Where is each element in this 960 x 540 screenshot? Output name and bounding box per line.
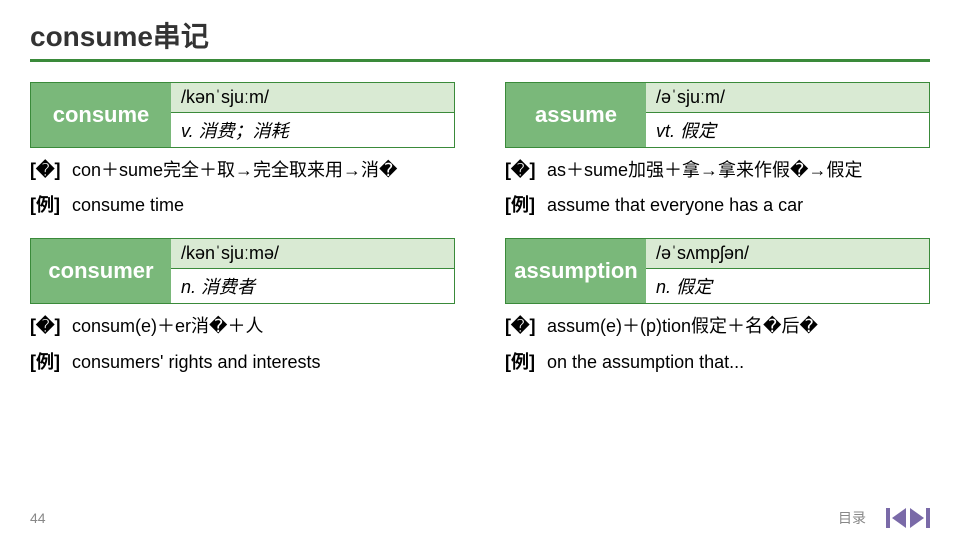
- def-cell: /əˈsʌmpʃən/ n. 假定: [646, 239, 929, 303]
- nav-prev-icon[interactable]: [892, 508, 906, 528]
- example-row: [例] consumers' rights and interests: [30, 350, 455, 375]
- etym-text: consum(e)＋er消�＋人: [72, 314, 455, 339]
- meaning-text: n. 消费者: [171, 269, 454, 303]
- ipa-text: /kənˈsjuːm/: [171, 83, 454, 113]
- example-label: [例]: [30, 350, 72, 375]
- etymology-row: [�] assum(e)＋(p)tion假定＋名�后�: [505, 314, 930, 339]
- entry-assume: assume /əˈsjuːm/ vt. 假定 [�] as＋sume加强＋拿→…: [505, 82, 930, 218]
- meaning-text: vt. 假定: [646, 113, 929, 147]
- etym-text: assum(e)＋(p)tion假定＋名�后�: [547, 314, 930, 339]
- example-text: on the assumption that...: [547, 350, 930, 375]
- def-cell: /kənˈsjuːmə/ n. 消费者: [171, 239, 454, 303]
- entry-assumption: assumption /əˈsʌmpʃən/ n. 假定 [�] assum(e…: [505, 238, 930, 374]
- nav-last-icon[interactable]: [926, 508, 930, 528]
- etym-text: as＋sume加强＋拿→拿来作假�→假定: [547, 158, 930, 183]
- toc-link[interactable]: 目录: [838, 508, 866, 528]
- example-row: [例] on the assumption that...: [505, 350, 930, 375]
- def-cell: /əˈsjuːm/ vt. 假定: [646, 83, 929, 147]
- nav-first-icon[interactable]: [886, 508, 890, 528]
- example-label: [例]: [505, 350, 547, 375]
- entry-consumer: consumer /kənˈsjuːmə/ n. 消费者 [�] consum(…: [30, 238, 455, 374]
- def-cell: /kənˈsjuːm/ v. 消费；消耗: [171, 83, 454, 147]
- etym-label: [�]: [30, 314, 72, 339]
- etym-label: [�]: [30, 158, 72, 183]
- word-label: consumer: [31, 239, 171, 303]
- example-text: assume that everyone has a car: [547, 193, 930, 218]
- page-number: 44: [30, 510, 46, 526]
- example-label: [例]: [30, 193, 72, 218]
- meaning-text: v. 消费；消耗: [171, 113, 454, 147]
- entry-head: consumer /kənˈsjuːmə/ n. 消费者: [30, 238, 455, 304]
- entry-head: assume /əˈsjuːm/ vt. 假定: [505, 82, 930, 148]
- ipa-text: /kənˈsjuːmə/: [171, 239, 454, 269]
- meaning-text: n. 假定: [646, 269, 929, 303]
- ipa-text: /əˈsjuːm/: [646, 83, 929, 113]
- entry-head: consume /kənˈsjuːm/ v. 消费；消耗: [30, 82, 455, 148]
- etym-label: [�]: [505, 314, 547, 339]
- ipa-text: /əˈsʌmpʃən/: [646, 239, 929, 269]
- etymology-row: [�] as＋sume加强＋拿→拿来作假�→假定: [505, 158, 930, 183]
- footer: 44 目录: [30, 508, 930, 528]
- example-text: consumers' rights and interests: [72, 350, 455, 375]
- example-label: [例]: [505, 193, 547, 218]
- entry-consume: consume /kənˈsjuːm/ v. 消费；消耗 [�] con＋sum…: [30, 82, 455, 218]
- etym-text: con＋sume完全＋取→完全取来用→消�: [72, 158, 455, 183]
- nav-next-icon[interactable]: [910, 508, 924, 528]
- word-label: assume: [506, 83, 646, 147]
- page-title: consume串记: [30, 15, 930, 62]
- entries-grid: consume /kənˈsjuːm/ v. 消费；消耗 [�] con＋sum…: [30, 82, 930, 375]
- example-row: [例] assume that everyone has a car: [505, 193, 930, 218]
- etymology-row: [�] con＋sume完全＋取→完全取来用→消�: [30, 158, 455, 183]
- etymology-row: [�] consum(e)＋er消�＋人: [30, 314, 455, 339]
- entry-head: assumption /əˈsʌmpʃən/ n. 假定: [505, 238, 930, 304]
- word-label: consume: [31, 83, 171, 147]
- example-text: consume time: [72, 193, 455, 218]
- etym-label: [�]: [505, 158, 547, 183]
- example-row: [例] consume time: [30, 193, 455, 218]
- word-label: assumption: [506, 239, 646, 303]
